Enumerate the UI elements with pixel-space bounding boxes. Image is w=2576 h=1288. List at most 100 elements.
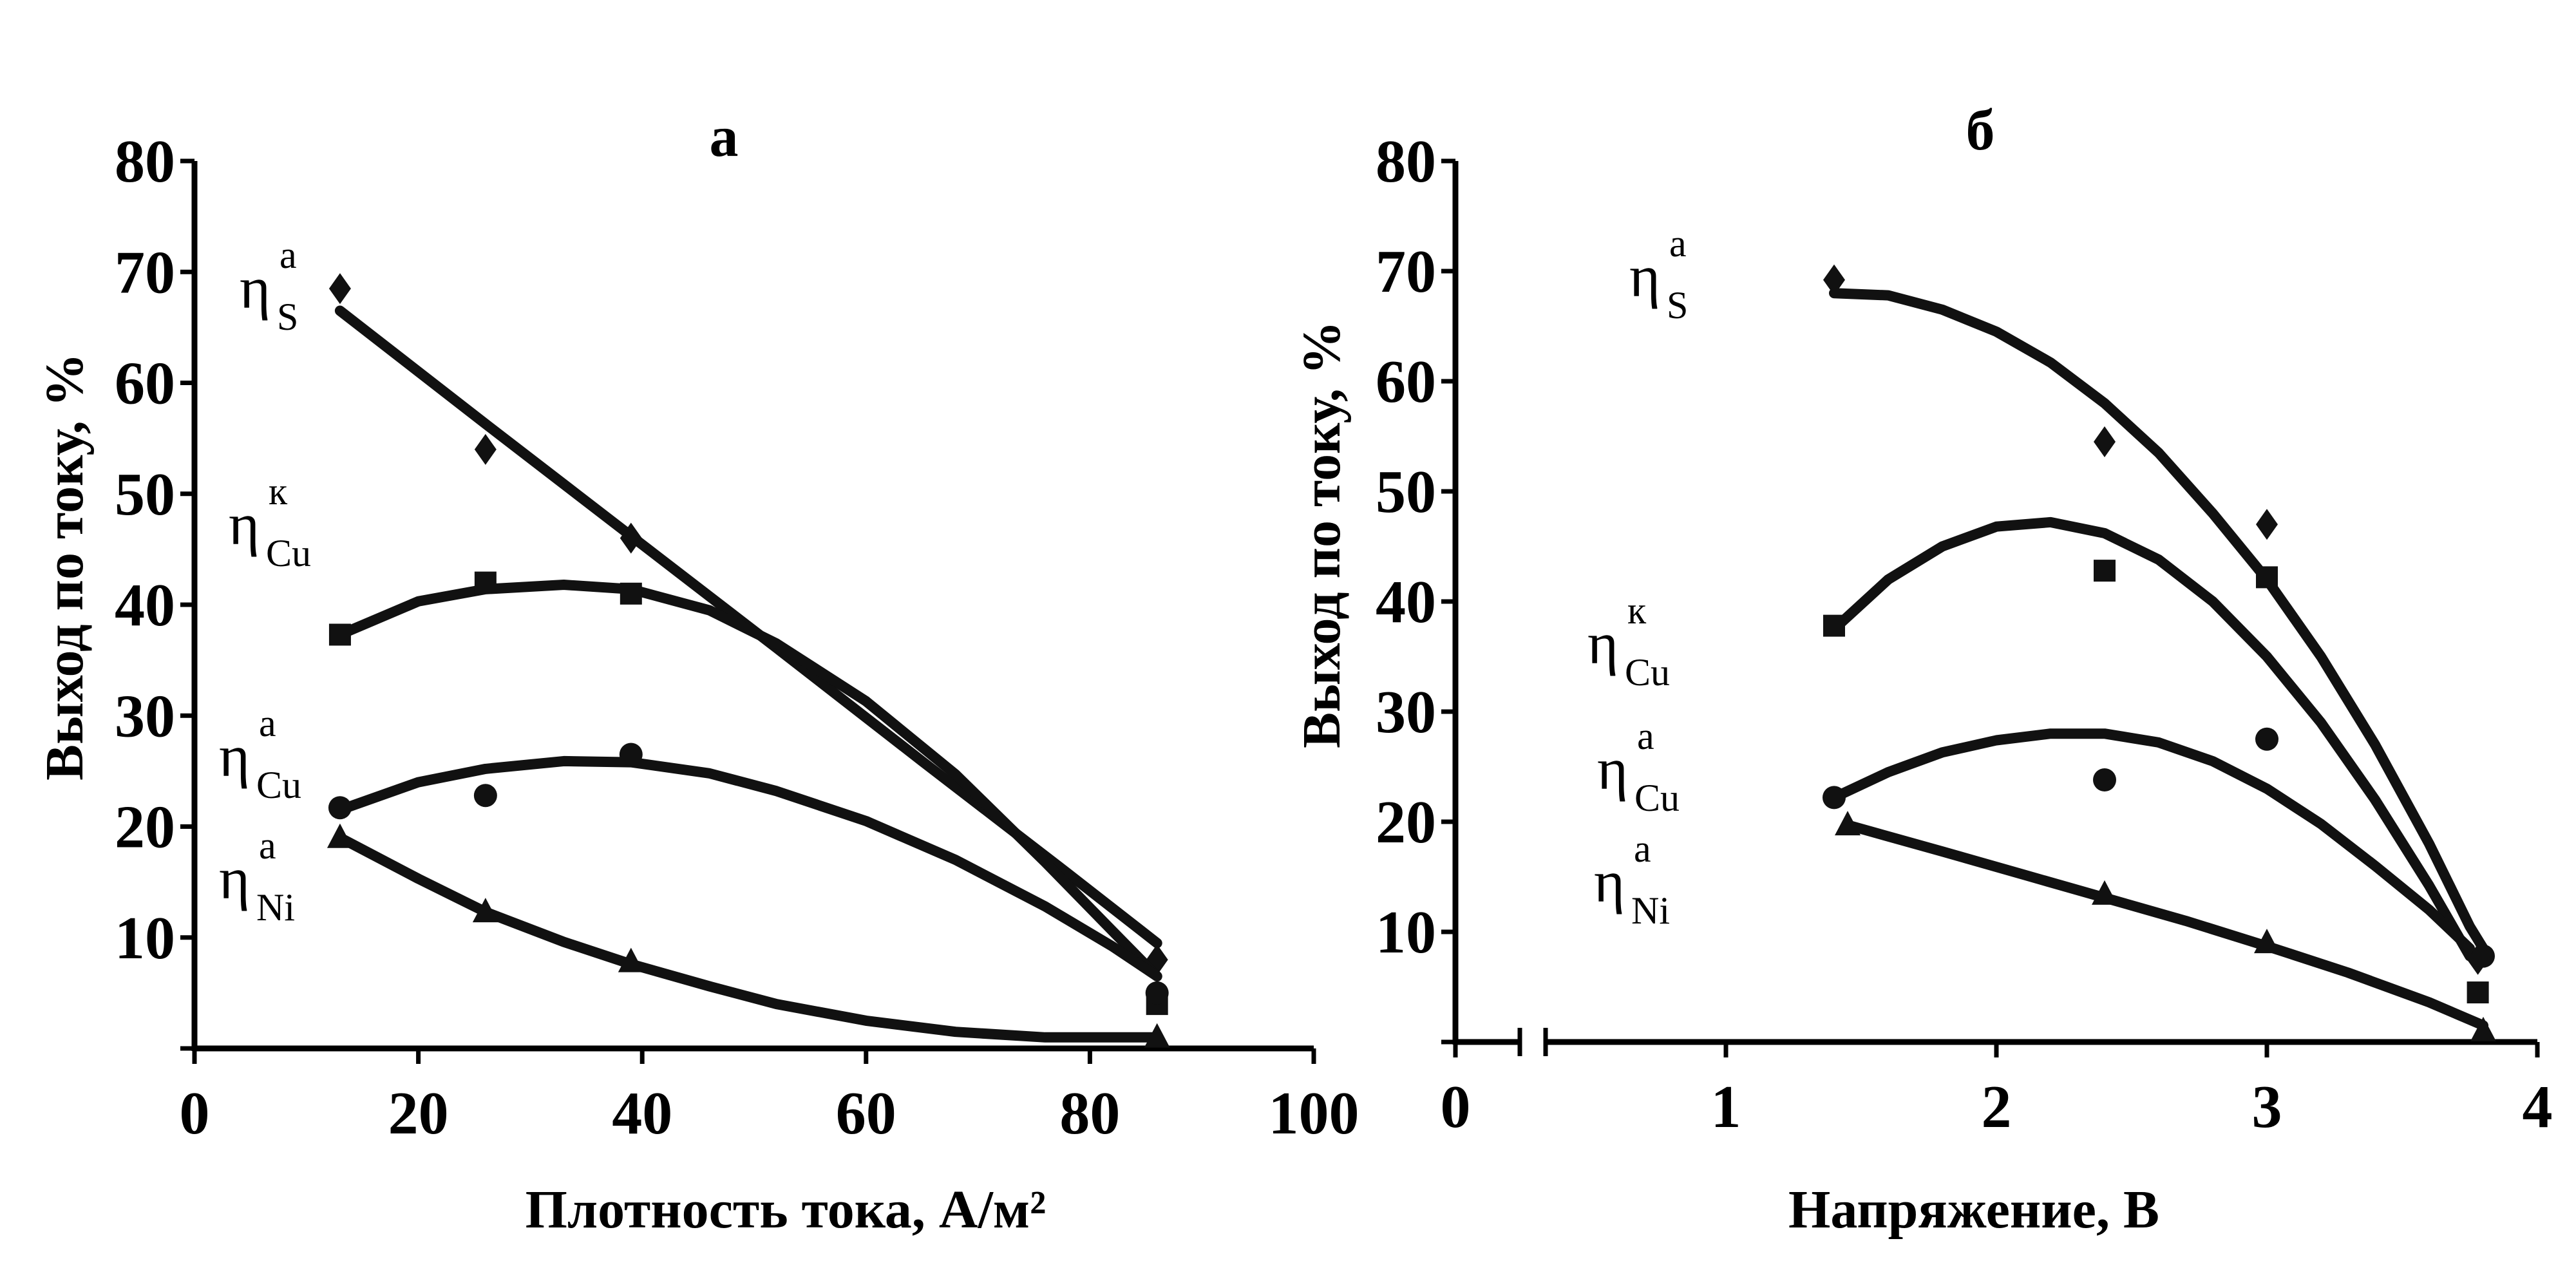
trend-line (334, 580, 1162, 981)
series-square: η к Cu (229, 470, 1168, 1016)
y-tick-label: 60 (115, 350, 175, 417)
series-label-subscript: Cu (1625, 651, 1670, 694)
series-label-superscript: а (1669, 222, 1687, 265)
series-label-superscript: к (1627, 589, 1647, 632)
data-point-triangle (1835, 811, 1861, 836)
trend-line (334, 832, 1162, 1043)
trend-line (1829, 728, 2475, 954)
y-tick-label: 80 (115, 128, 175, 195)
data-point-square (2094, 560, 2116, 582)
y-tick-label: 40 (115, 572, 175, 639)
series-label: η к Cu (1587, 589, 1670, 694)
data-point-circle (2472, 944, 2495, 968)
data-point-triangle (2470, 1016, 2496, 1041)
series-label: η а Ni (219, 824, 295, 929)
x-tick-label: 40 (612, 1080, 672, 1147)
series-label: η к Cu (229, 470, 311, 574)
y-tick-label: 70 (1376, 238, 1436, 305)
data-point-triangle (327, 823, 353, 848)
series-circle: η аCu (1597, 715, 2495, 968)
data-point-square (2256, 566, 2278, 589)
x-tick-label: 0 (1441, 1074, 1471, 1141)
series-label-superscript: а (259, 824, 276, 867)
data-point-diamond (2094, 426, 2116, 458)
data-point-square (474, 571, 497, 594)
series-label-eta: η (240, 255, 270, 321)
y-tick-label: 70 (115, 239, 175, 306)
series-label: η а Ni (1594, 828, 1670, 932)
y-tick-label: 10 (1376, 899, 1436, 966)
x-tick-label: 0 (180, 1080, 210, 1147)
series-label-eta: η (229, 491, 260, 557)
data-point-circle (2255, 727, 2278, 751)
x-tick-label: 1 (1711, 1074, 1741, 1141)
x-tick-label: 80 (1059, 1080, 1120, 1147)
series-label-superscript: а (1637, 715, 1654, 757)
data-point-diamond (620, 522, 642, 554)
series-label-subscript: S (277, 296, 298, 338)
x-axis-title: Напряжение, В (1788, 1180, 2159, 1240)
series-label: η аS (240, 234, 298, 338)
y-tick-label: 80 (1376, 128, 1436, 195)
panel-a-current-density-chart: 10 20 30 40 50 60 70 80 0 20 40 60 80 100 а Плотность т… (35, 105, 1359, 1240)
series-label-superscript: а (1634, 828, 1651, 870)
data-point-diamond (328, 273, 351, 305)
series-label: η аS (1629, 222, 1688, 327)
panel-b-voltage-chart: 10 20 30 40 50 60 70 80 0 1 2 3 4 б Напряжение, В Выход… (1292, 99, 2553, 1240)
series-label: η а Cu (1597, 715, 1680, 819)
series-circle: η аCu (219, 702, 1169, 1005)
series-label-superscript: а (259, 702, 276, 744)
x-tick-label: 60 (836, 1080, 896, 1147)
data-point-diamond (1823, 264, 1845, 296)
data-point-square (2467, 981, 2489, 1004)
data-point-diamond (2256, 509, 2278, 540)
series-label-eta: η (219, 846, 250, 911)
series-label-eta: η (219, 723, 250, 789)
y-tick-label: 40 (1376, 569, 1436, 636)
series-triangle: η а Ni (219, 823, 1170, 1048)
y-tick-label: 60 (1376, 348, 1436, 415)
panel-title: а (710, 105, 739, 169)
data-point-triangle (2092, 880, 2117, 905)
y-tick-label: 30 (115, 683, 175, 750)
series-label-subscript: S (1667, 284, 1688, 327)
y-axis-title: Выход по току, % (1292, 321, 1352, 748)
series-diamond: η аS (1629, 222, 2489, 975)
series-label-eta: η (1594, 849, 1625, 914)
data-point-circle (328, 796, 352, 820)
series-label-eta: η (1587, 611, 1618, 676)
panel-title: б (1966, 99, 1995, 162)
data-point-circle (619, 743, 643, 766)
x-tick-label: 2 (1982, 1074, 2012, 1141)
data-point-circle (473, 784, 497, 808)
data-point-circle (1145, 981, 1169, 1005)
x-axis-title: Плотность тока, А/м² (526, 1180, 1046, 1240)
x-tick-label: 3 (2252, 1074, 2282, 1141)
data-point-triangle (2254, 929, 2280, 954)
y-tick-label: 20 (115, 794, 175, 861)
data-point-circle (1823, 786, 1846, 810)
series-label-eta: η (1597, 736, 1628, 802)
data-point-square (328, 623, 351, 646)
data-point-triangle (1144, 1023, 1170, 1048)
series-square: η кCu (1587, 516, 2489, 1004)
series-label-subscript: Cu (266, 532, 311, 574)
series-label-superscript: к (269, 470, 288, 513)
series-label-subscript: Cu (256, 764, 301, 806)
data-point-triangle (472, 898, 498, 923)
x-tick-label: 20 (388, 1080, 449, 1147)
trend-line (1842, 820, 2488, 1031)
y-tick-label: 10 (115, 905, 175, 972)
data-point-square (620, 582, 642, 605)
x-tick-label: 100 (1269, 1080, 1359, 1147)
series-label-eta: η (1629, 243, 1660, 309)
trend-line (1829, 516, 2475, 961)
data-point-diamond (474, 433, 497, 465)
data-point-circle (2093, 768, 2116, 792)
series-label: η а Cu (219, 702, 301, 806)
data-point-triangle (618, 947, 644, 972)
y-tick-label: 20 (1376, 789, 1436, 856)
data-point-square (1823, 614, 1845, 637)
y-axis-title: Выход по току, % (35, 353, 95, 781)
